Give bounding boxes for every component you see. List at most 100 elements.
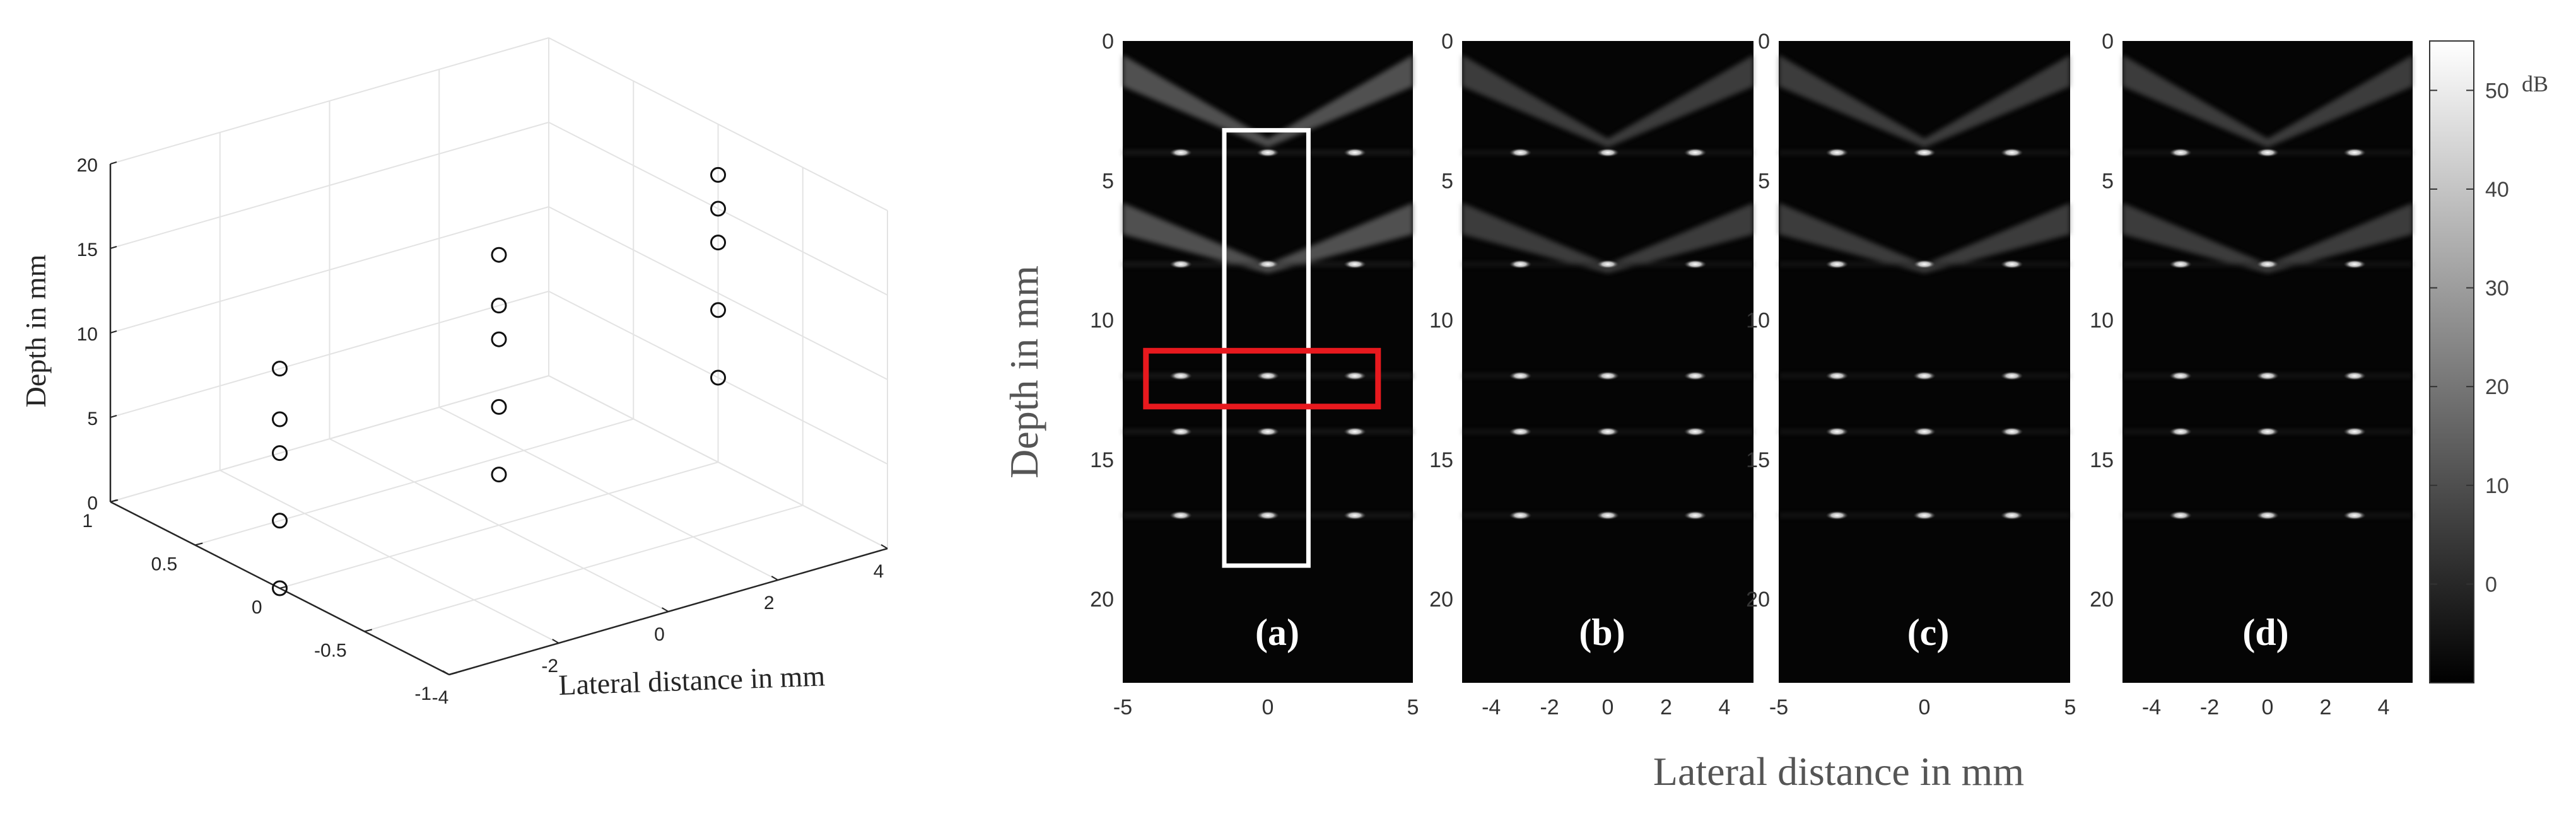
depth-tick-label: 5 [2102, 169, 2114, 193]
grid-line [194, 418, 634, 546]
point-target [2169, 260, 2192, 269]
lateral-tick-label: -5 [1113, 695, 1132, 719]
lateral-tick-label: 0 [1602, 695, 1614, 719]
y-tick-label: 0 [252, 597, 262, 618]
point-target [2343, 148, 2366, 158]
artifact-band [2122, 202, 2413, 274]
point-target [2000, 427, 2023, 436]
y-tick [448, 672, 457, 675]
point-target [1913, 260, 1936, 269]
x-tick-labels: -4 -2 0 2 4 [432, 561, 884, 708]
z-tick-label: 10 [77, 324, 98, 345]
point-target [1169, 148, 1192, 158]
point-target [1596, 427, 1619, 436]
x-tick [661, 607, 669, 612]
lateral-tick-label: 4 [2378, 695, 2390, 719]
point-target [1509, 260, 1532, 269]
panel-image [1123, 41, 1413, 683]
artifact-band [1462, 202, 1753, 274]
point-target [1596, 260, 1619, 269]
scatter-point [272, 361, 288, 377]
panel-image [2122, 41, 2413, 683]
artifact-band [1462, 55, 1753, 148]
point-target [1913, 371, 1936, 381]
point-target [1913, 148, 1936, 158]
z-tick-label: 0 [87, 493, 98, 514]
shared-x-label: Lateral distance in mm [1653, 749, 2024, 794]
grid-line [548, 206, 888, 380]
grid-line [110, 122, 549, 249]
artifact-band [1123, 55, 1413, 148]
colorbar: 50 40 30 20 10 0 dB [2429, 40, 2548, 683]
shared-y-label: Depth in mm [1002, 265, 1046, 479]
colorbar-ticks: 50 40 30 20 10 0 [2430, 79, 2509, 596]
grid-line [548, 122, 888, 296]
depth-tick-label: 10 [2090, 309, 2114, 333]
point-target [1169, 260, 1192, 269]
image-panel-2: (b) 0 5 10 15 20 -4 -2 0 2 4 [1429, 30, 1753, 719]
panel-label: (a) [1255, 612, 1299, 653]
point-target [1596, 511, 1619, 520]
grid-line [364, 504, 804, 632]
point-target [2169, 427, 2192, 436]
depth-tick-label: 20 [1429, 588, 1453, 612]
y-tick [364, 629, 372, 632]
point-target [1344, 511, 1366, 520]
point-target [1683, 371, 1707, 381]
scatter-point [272, 580, 288, 596]
y-tick-label: 1 [82, 511, 93, 531]
scatter-point [710, 200, 726, 217]
depth-tick-label: 20 [1090, 588, 1114, 612]
depth-tick-label: 0 [2102, 30, 2114, 54]
point-target [1913, 511, 1936, 520]
point-target [1344, 427, 1366, 436]
grid-line [279, 462, 718, 589]
depth-tick-label: 20 [1746, 588, 1770, 612]
point-target [1256, 511, 1279, 520]
point-target [2343, 260, 2366, 269]
panel-label: (c) [1907, 612, 1950, 653]
point-target [1596, 148, 1619, 158]
depth-tick-label: 15 [1090, 448, 1114, 472]
grid-line [110, 206, 549, 334]
grid-3d [110, 37, 888, 675]
point-target [1509, 427, 1532, 436]
colorbar-unit: dB [2522, 71, 2548, 96]
point-target [1683, 511, 1707, 520]
depth-tick-label: 10 [1746, 309, 1770, 333]
point-target [2256, 148, 2279, 158]
point-target [2256, 371, 2279, 381]
point-target [1344, 148, 1366, 158]
scatter-point [272, 445, 288, 462]
z-axis-label: Depth in mm [20, 254, 52, 407]
point-target [2000, 511, 2023, 520]
point-target [1913, 427, 1936, 436]
panel-image [1462, 41, 1753, 683]
y-tick-label: -0.5 [314, 641, 347, 661]
point-target [1683, 427, 1707, 436]
point-target [2169, 371, 2192, 381]
point-target [2343, 371, 2366, 381]
x-tick-label: 2 [764, 593, 775, 613]
point-target [1256, 260, 1279, 269]
depth-tick-label: 10 [1090, 309, 1114, 333]
point-target [1596, 371, 1619, 381]
point-target [1509, 371, 1532, 381]
lateral-tick-label: -2 [1540, 695, 1559, 719]
depth-tick-label: 15 [1746, 448, 1770, 472]
scatter-point [710, 166, 726, 183]
x-tick [771, 576, 778, 581]
grid-line [110, 37, 549, 165]
lateral-tick-label: -4 [1482, 695, 1501, 719]
y-tick-labels: 1 0.5 0 -0.5 -1 [82, 511, 431, 704]
colorbar-gradient [2429, 40, 2474, 683]
point-target [2343, 511, 2366, 520]
depth-tick-label: 0 [1102, 30, 1114, 54]
z-tick [110, 330, 117, 334]
z-tick-labels: 0 5 10 15 20 [77, 155, 98, 514]
scatter-point [491, 331, 507, 347]
point-target [1169, 427, 1192, 436]
x-tick [552, 639, 559, 644]
colorbar-tick-label: 10 [2485, 474, 2509, 498]
